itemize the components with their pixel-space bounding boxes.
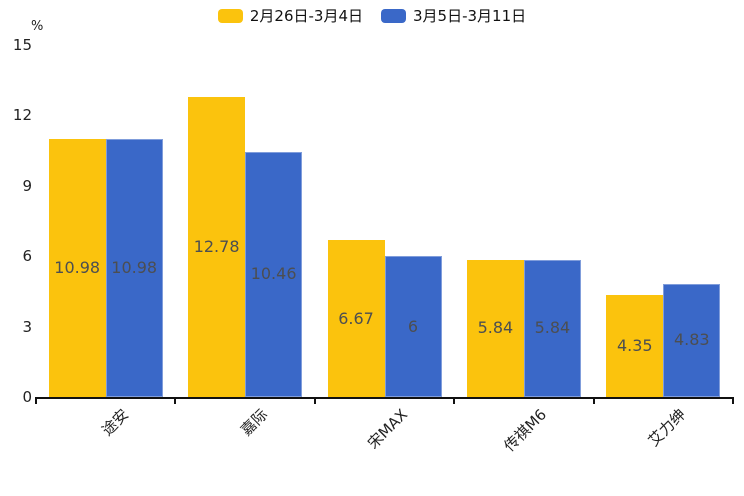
y-axis-tick-label: 12 [12,106,32,125]
legend-item-series-0[interactable]: 2月26日-3月4日 [217,7,363,25]
bar-value-label: 6.67 [338,308,374,328]
bar-value-label: 10.98 [54,258,101,278]
bar-途安-series-0[interactable]: 10.98 [48,139,106,397]
x-axis-category-label-宋MAX: 宋MAX [363,405,411,453]
y-axis-unit-label: % [31,19,44,34]
chart-legend: 2月26日-3月4日 3月5日-3月11日 [0,7,744,25]
y-axis-tick-label: 3 [22,317,32,336]
bar-传祺M6-series-1[interactable]: 5.84 [523,259,581,397]
bar-艾力绅-series-1[interactable]: 4.83 [663,283,721,397]
x-axis-tick-mark [174,397,177,404]
bar-嘉际-series-1[interactable]: 10.46 [245,151,303,397]
bar-value-label: 6 [407,316,419,336]
x-axis-category-label-途安: 途安 [97,405,132,440]
y-axis-tick-label: 0 [22,388,32,406]
x-axis-tick-mark [35,397,37,404]
legend-item-label: 2月26日-3月4日 [249,7,363,25]
legend-item-series-1[interactable]: 3月5日-3月11日 [381,7,526,25]
bar-value-label: 4.35 [616,335,653,355]
x-axis-tick-mark [732,397,734,404]
legend-swatch-icon [217,9,243,23]
bar-宋MAX-series-0[interactable]: 6.67 [327,240,385,397]
bar-传祺M6-series-0[interactable]: 5.84 [466,259,524,397]
bar-艾力绅-series-0[interactable]: 4.35 [606,294,664,397]
bar-value-label: 4.83 [673,330,710,350]
bar-value-label: 5.84 [534,318,571,338]
bar-value-label: 12.78 [193,237,240,257]
legend-swatch-icon [381,9,406,23]
x-axis-category-label-艾力绅: 艾力绅 [644,405,690,450]
bar-宋MAX-series-1[interactable]: 6 [384,256,442,397]
x-axis-category-label-嘉际: 嘉际 [237,405,272,440]
bar-value-label: 10.98 [111,258,158,278]
x-axis-tick-mark [592,397,595,404]
y-axis-tick-label: 15 [12,36,32,54]
bar-嘉际-series-0[interactable]: 12.78 [188,97,246,397]
x-axis-tick-mark [453,397,456,404]
y-axis-tick-label: 6 [22,247,32,266]
bar-途安-series-1[interactable]: 10.98 [105,139,163,397]
x-axis-line [36,397,734,399]
x-axis-category-label-传祺M6: 传祺M6 [500,405,551,456]
legend-item-label: 3月5日-3月11日 [413,7,527,25]
x-axis-tick-mark [313,397,316,404]
y-axis-tick-label: 9 [22,176,32,195]
bar-value-label: 5.84 [477,318,514,338]
bar-value-label: 10.46 [250,264,297,284]
